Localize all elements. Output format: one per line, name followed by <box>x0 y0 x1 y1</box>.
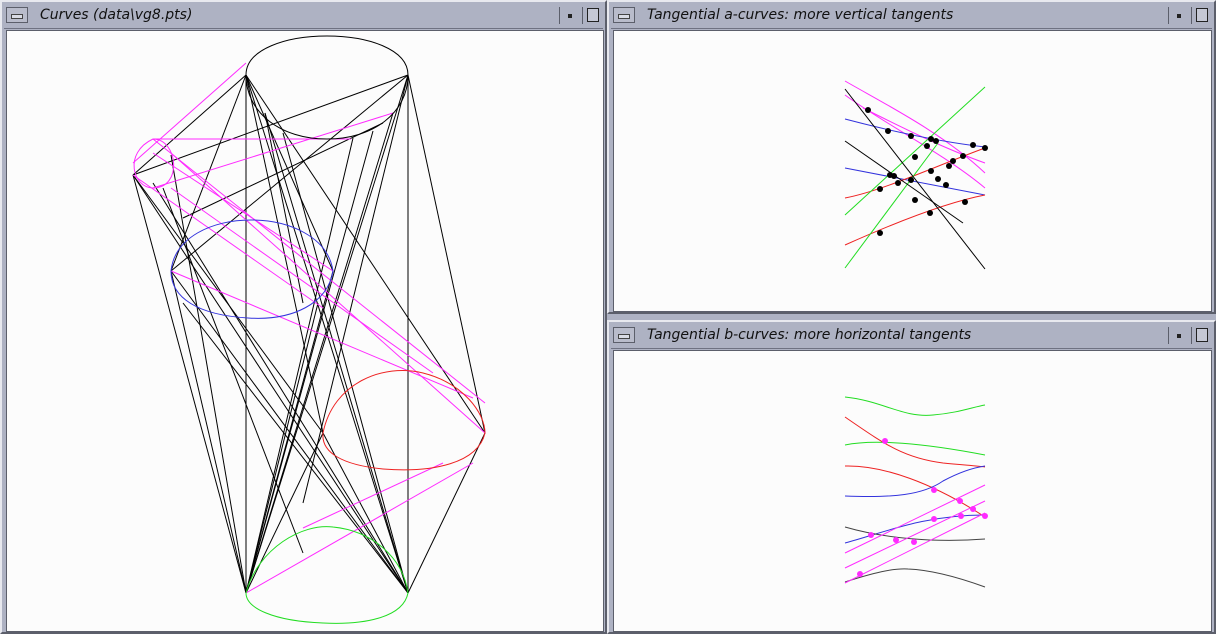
b-curves-drawing <box>844 396 988 588</box>
curves-canvas[interactable] <box>6 30 604 632</box>
a-curves-titlebar[interactable]: Tangential a-curves: more vertical tange… <box>611 4 1212 29</box>
a-curves-drawing <box>844 80 988 270</box>
window-menu-icon[interactable] <box>613 7 635 23</box>
b-curves-canvas[interactable] <box>613 350 1212 632</box>
curves-window-title: Curves (data\vg8.pts) <box>40 7 193 23</box>
maximize-icon[interactable] <box>1191 7 1213 24</box>
black-oval-curve <box>245 35 409 140</box>
window-menu-icon[interactable] <box>6 7 28 23</box>
a-curves-window-title: Tangential a-curves: more vertical tange… <box>647 7 954 23</box>
green-oval-curve <box>245 526 409 624</box>
minimize-icon[interactable] <box>1168 7 1190 24</box>
b-curves-window-title: Tangential b-curves: more horizontal tan… <box>647 327 972 343</box>
magenta-circle-curve <box>133 138 175 189</box>
red-oval-curve <box>322 370 486 471</box>
blue-oval-curve <box>170 219 334 319</box>
minimize-icon[interactable] <box>559 7 581 24</box>
a-curves-canvas[interactable] <box>613 30 1212 312</box>
a-curves-window: Tangential a-curves: more vertical tange… <box>607 0 1216 314</box>
curves-drawing <box>132 35 486 624</box>
b-curves-window: Tangential b-curves: more horizontal tan… <box>607 320 1216 634</box>
magenta-tangent-lines <box>132 62 486 594</box>
b-curves-titlebar[interactable]: Tangential b-curves: more horizontal tan… <box>611 324 1212 349</box>
curves-titlebar[interactable]: Curves (data\vg8.pts) <box>4 4 603 29</box>
maximize-icon[interactable] <box>582 7 604 24</box>
window-menu-icon[interactable] <box>613 327 635 343</box>
maximize-icon[interactable] <box>1191 327 1213 344</box>
curves-window: Curves (data\vg8.pts) <box>0 0 607 634</box>
black-tangent-lines <box>132 74 486 594</box>
minimize-icon[interactable] <box>1168 327 1190 344</box>
